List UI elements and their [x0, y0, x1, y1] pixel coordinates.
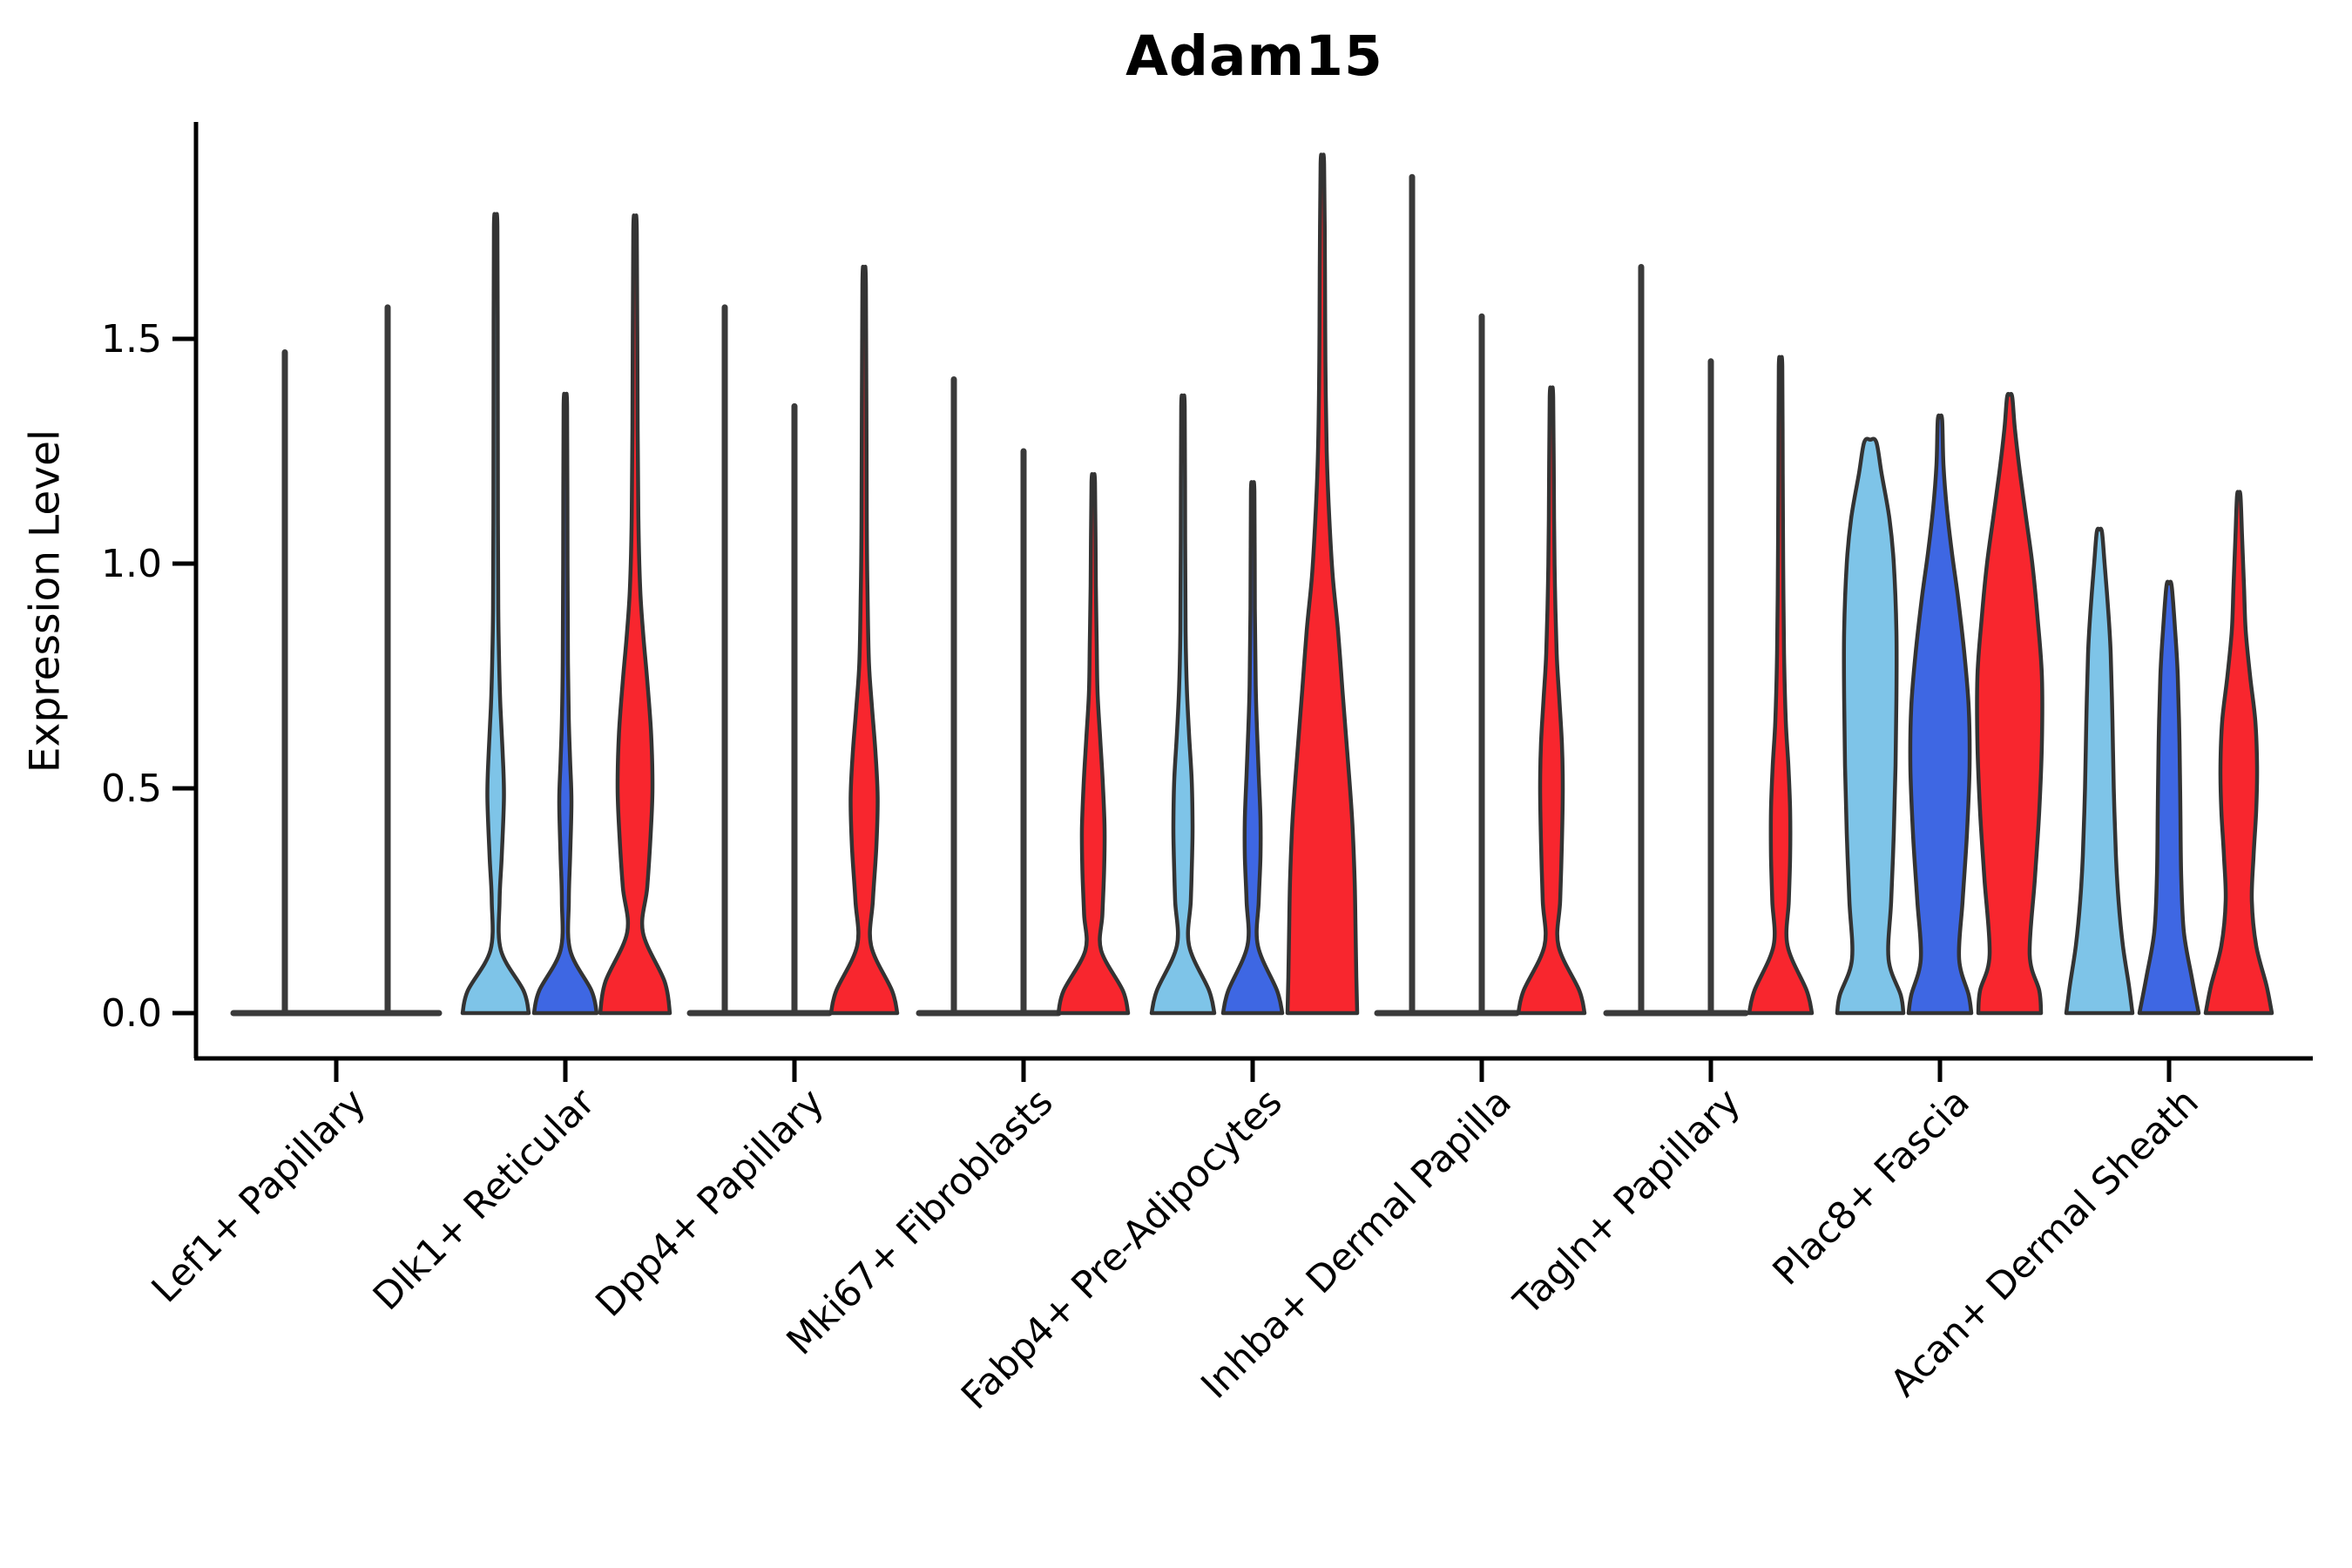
y-tick-label: 0.5 — [101, 767, 162, 811]
x-category-label-lef1-papillary: Lef1+ Papillary — [144, 1080, 375, 1311]
chart-title: Adam15 — [1125, 24, 1383, 88]
violin-inhba-dermal-papilla-red — [1516, 385, 1587, 1016]
violin-dpp4-papillary-red — [828, 265, 900, 1016]
x-category-label-dlk1-reticular: Dlk1+ Reticular — [365, 1080, 604, 1319]
violin-plac8-fascia-darkblue — [1906, 413, 1974, 1016]
x-category-label-plac8-fascia: Plac8+ Fascia — [1765, 1080, 1978, 1294]
violin-mki67-fibroblasts-red — [1056, 471, 1131, 1016]
violin-dlk1-reticular-darkblue — [531, 391, 599, 1016]
x-category-label-tagln-papillary: Tagln+ Papillary — [1505, 1080, 1749, 1324]
violin-plac8-fascia-lightblue — [1835, 436, 1906, 1016]
violin-acan-dermal-sheath-red — [2203, 490, 2274, 1016]
violin-plac8-fascia-red — [1975, 391, 2044, 1016]
violin-acan-dermal-sheath-lightblue — [2064, 526, 2135, 1016]
y-tick-label: 1.5 — [101, 317, 162, 362]
violin-dlk1-reticular-lightblue — [460, 212, 531, 1016]
violin-fabp4-pre-adipocytes-darkblue — [1220, 480, 1285, 1016]
violin-tagln-papillary-red — [1747, 355, 1815, 1016]
violin-fabp4-pre-adipocytes-red — [1285, 152, 1360, 1016]
violin-fabp4-pre-adipocytes-lightblue — [1149, 393, 1217, 1016]
y-tick-label: 1.0 — [101, 542, 162, 586]
x-category-label-dpp4-papillary: Dpp4+ Papillary — [588, 1080, 833, 1325]
y-tick-label: 0.0 — [101, 991, 162, 1036]
violin-acan-dermal-sheath-darkblue — [2137, 579, 2201, 1016]
violin-dlk1-reticular-red — [598, 213, 672, 1016]
